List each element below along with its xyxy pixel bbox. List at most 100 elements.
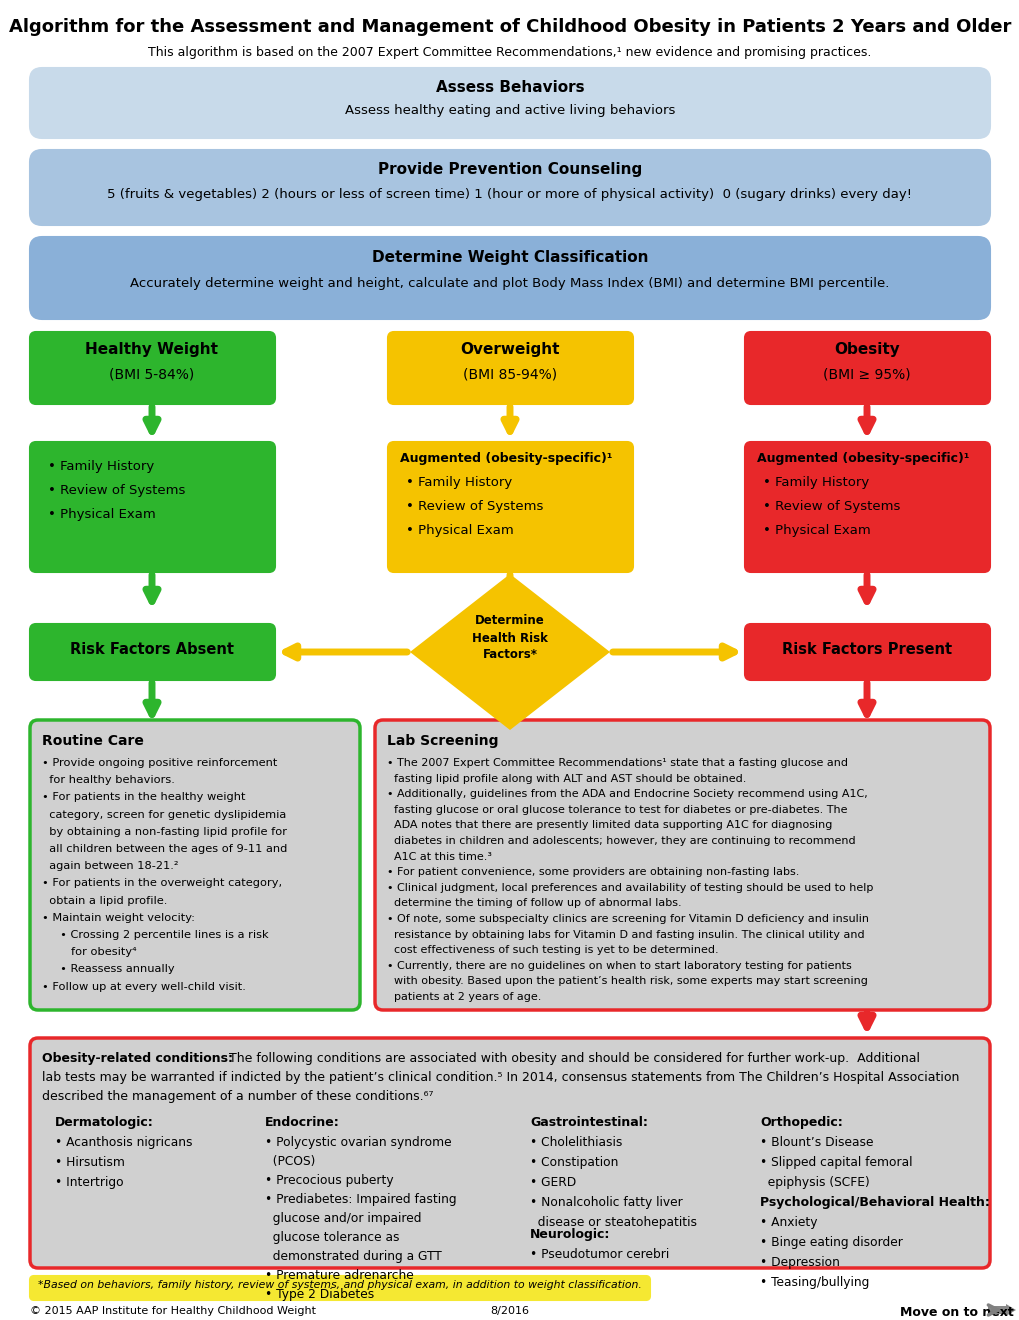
Text: determine the timing of follow up of abnormal labs.: determine the timing of follow up of abn…	[386, 899, 681, 908]
FancyBboxPatch shape	[744, 442, 989, 572]
Text: • Family History: • Family History	[406, 477, 512, 488]
FancyBboxPatch shape	[744, 624, 989, 680]
Text: diabetes in children and adolescents; however, they are continuing to recommend: diabetes in children and adolescents; ho…	[386, 836, 855, 846]
Text: Augmented (obesity-specific)¹: Augmented (obesity-specific)¹	[756, 451, 968, 465]
Text: • Acanthosis nigricans: • Acanthosis nigricans	[55, 1137, 193, 1148]
Text: 8/2016: 8/2016	[490, 1305, 529, 1316]
Text: demonstrated during a GTT: demonstrated during a GTT	[265, 1250, 441, 1263]
Text: • Follow up at every well-child visit.: • Follow up at every well-child visit.	[42, 982, 246, 991]
Text: Assess healthy eating and active living behaviors: Assess healthy eating and active living …	[344, 104, 675, 117]
Text: for healthy behaviors.: for healthy behaviors.	[42, 775, 174, 785]
Text: glucose and/or impaired: glucose and/or impaired	[265, 1212, 421, 1225]
Text: • Physical Exam: • Physical Exam	[762, 524, 870, 537]
Text: Neurologic:: Neurologic:	[530, 1228, 609, 1241]
FancyBboxPatch shape	[30, 1276, 649, 1300]
Text: category, screen for genetic dyslipidemia: category, screen for genetic dyslipidemi…	[42, 809, 286, 820]
Text: obtain a lipid profile.: obtain a lipid profile.	[42, 895, 167, 906]
Text: Algorithm for the Assessment and Management of Childhood Obesity in Patients 2 Y: Algorithm for the Assessment and Managem…	[9, 18, 1010, 36]
Text: Lab Screening: Lab Screening	[386, 734, 498, 748]
Text: fasting glucose or oral glucose tolerance to test for diabetes or pre-diabetes. : fasting glucose or oral glucose toleranc…	[386, 805, 847, 814]
Text: disease or steatohepatitis: disease or steatohepatitis	[530, 1216, 696, 1229]
Text: • GERD: • GERD	[530, 1176, 576, 1189]
Text: • Reassess annually: • Reassess annually	[42, 965, 174, 974]
Text: Orthopedic:: Orthopedic:	[759, 1115, 842, 1129]
Text: Move on to next page: Move on to next page	[899, 1305, 1019, 1319]
Text: • Review of Systems: • Review of Systems	[406, 500, 543, 513]
Text: resistance by obtaining labs for Vitamin D and fasting insulin. The clinical uti: resistance by obtaining labs for Vitamin…	[386, 929, 864, 940]
Text: fasting lipid profile along with ALT and AST should be obtained.: fasting lipid profile along with ALT and…	[386, 774, 746, 784]
Text: with obesity. Based upon the patient’s health risk, some experts may start scree: with obesity. Based upon the patient’s h…	[386, 977, 867, 986]
Text: ADA notes that there are presently limited data supporting A1C for diagnosing: ADA notes that there are presently limit…	[386, 821, 832, 830]
Text: • Type 2 Diabetes: • Type 2 Diabetes	[265, 1288, 374, 1302]
Text: described the management of a number of these conditions.⁶⁷: described the management of a number of …	[42, 1090, 433, 1104]
Text: Healthy Weight: Healthy Weight	[86, 342, 218, 356]
Text: (BMI 5-84%): (BMI 5-84%)	[109, 368, 195, 381]
Text: lab tests may be warranted if indicted by the patient’s clinical condition.⁵ In : lab tests may be warranted if indicted b…	[42, 1071, 959, 1084]
Text: again between 18-21.²: again between 18-21.²	[42, 861, 178, 871]
Text: • Slipped capital femoral: • Slipped capital femoral	[759, 1156, 912, 1170]
Text: • Review of Systems: • Review of Systems	[48, 484, 185, 498]
Text: Routine Care: Routine Care	[42, 734, 144, 748]
Text: Gastrointestinal:: Gastrointestinal:	[530, 1115, 647, 1129]
Text: • Physical Exam: • Physical Exam	[48, 508, 156, 521]
Text: • Of note, some subspecialty clinics are screening for Vitamin D deficiency and : • Of note, some subspecialty clinics are…	[386, 913, 868, 924]
Text: • The 2007 Expert Committee Recommendations¹ state that a fasting glucose and: • The 2007 Expert Committee Recommendati…	[386, 758, 847, 768]
Text: Psychological/Behavioral Health:: Psychological/Behavioral Health:	[759, 1196, 988, 1209]
Text: • Clinical judgment, local preferences and availability of testing should be use: • Clinical judgment, local preferences a…	[386, 883, 872, 892]
Text: • Nonalcoholic fatty liver: • Nonalcoholic fatty liver	[530, 1196, 682, 1209]
Text: all children between the ages of 9-11 and: all children between the ages of 9-11 an…	[42, 843, 287, 854]
Text: *Based on behaviors, family history, review of systems, and physical exam, in ad: *Based on behaviors, family history, rev…	[38, 1280, 641, 1290]
Text: • For patient convenience, some providers are obtaining non-fasting labs.: • For patient convenience, some provider…	[386, 867, 799, 878]
Text: • Maintain weight velocity:: • Maintain weight velocity:	[42, 913, 195, 923]
Text: glucose tolerance as: glucose tolerance as	[265, 1232, 399, 1243]
Text: • For patients in the overweight category,: • For patients in the overweight categor…	[42, 878, 282, 888]
Text: patients at 2 years of age.: patients at 2 years of age.	[386, 993, 541, 1002]
Text: Risk Factors Present: Risk Factors Present	[782, 643, 951, 657]
FancyBboxPatch shape	[30, 238, 989, 319]
Text: • Pseudotumor cerebri: • Pseudotumor cerebri	[530, 1247, 668, 1261]
Text: • Family History: • Family History	[48, 459, 154, 473]
Text: Provide Prevention Counseling: Provide Prevention Counseling	[377, 162, 642, 177]
Text: • Premature adrenarche: • Premature adrenarche	[265, 1269, 414, 1282]
Text: (PCOS): (PCOS)	[265, 1155, 315, 1168]
FancyBboxPatch shape	[30, 333, 275, 404]
Text: (BMI 85-94%): (BMI 85-94%)	[463, 368, 556, 381]
Text: • Physical Exam: • Physical Exam	[406, 524, 514, 537]
Text: • Additionally, guidelines from the ADA and Endocrine Society recommend using A1: • Additionally, guidelines from the ADA …	[386, 789, 867, 799]
FancyBboxPatch shape	[30, 624, 275, 680]
Text: • Depression: • Depression	[759, 1257, 839, 1269]
Text: • Prediabetes: Impaired fasting: • Prediabetes: Impaired fasting	[265, 1193, 457, 1206]
Text: • Currently, there are no guidelines on when to start laboratory testing for pat: • Currently, there are no guidelines on …	[386, 961, 851, 970]
Text: Determine Weight Classification: Determine Weight Classification	[371, 249, 648, 265]
Text: This algorithm is based on the 2007 Expert Committee Recommendations,¹ new evide: This algorithm is based on the 2007 Expe…	[148, 46, 871, 59]
FancyBboxPatch shape	[30, 719, 360, 1010]
Text: cost effectiveness of such testing is yet to be determined.: cost effectiveness of such testing is ye…	[386, 945, 718, 956]
FancyBboxPatch shape	[744, 333, 989, 404]
Text: A1C at this time.³: A1C at this time.³	[386, 851, 491, 862]
Text: The following conditions are associated with obesity and should be considered fo: The following conditions are associated …	[225, 1052, 919, 1065]
Text: • Provide ongoing positive reinforcement: • Provide ongoing positive reinforcement	[42, 758, 277, 768]
Text: Dermatologic:: Dermatologic:	[55, 1115, 154, 1129]
FancyBboxPatch shape	[387, 333, 633, 404]
FancyBboxPatch shape	[375, 719, 989, 1010]
Text: Endocrine:: Endocrine:	[265, 1115, 339, 1129]
Text: Assess Behaviors: Assess Behaviors	[435, 81, 584, 95]
Text: epiphysis (SCFE): epiphysis (SCFE)	[759, 1176, 869, 1189]
Text: Overweight: Overweight	[460, 342, 559, 356]
Text: • Teasing/bullying: • Teasing/bullying	[759, 1276, 868, 1290]
Text: • Review of Systems: • Review of Systems	[762, 500, 900, 513]
Text: • Precocious puberty: • Precocious puberty	[265, 1173, 393, 1187]
Text: 5 (fruits & vegetables) 2 (hours or less of screen time) 1 (hour or more of phys: 5 (fruits & vegetables) 2 (hours or less…	[107, 187, 912, 201]
Text: • Cholelithiasis: • Cholelithiasis	[530, 1137, 622, 1148]
Text: • Polycystic ovarian syndrome: • Polycystic ovarian syndrome	[265, 1137, 451, 1148]
Text: • For patients in the healthy weight: • For patients in the healthy weight	[42, 792, 246, 803]
FancyBboxPatch shape	[30, 150, 989, 224]
FancyBboxPatch shape	[30, 442, 275, 572]
Text: • Hirsutism: • Hirsutism	[55, 1156, 124, 1170]
Text: • Intertrigo: • Intertrigo	[55, 1176, 123, 1189]
Polygon shape	[410, 574, 609, 730]
Text: • Family History: • Family History	[762, 477, 868, 488]
Text: by obtaining a non-fasting lipid profile for: by obtaining a non-fasting lipid profile…	[42, 826, 286, 837]
Text: • Anxiety: • Anxiety	[759, 1216, 816, 1229]
Text: for obesity⁴: for obesity⁴	[42, 948, 137, 957]
